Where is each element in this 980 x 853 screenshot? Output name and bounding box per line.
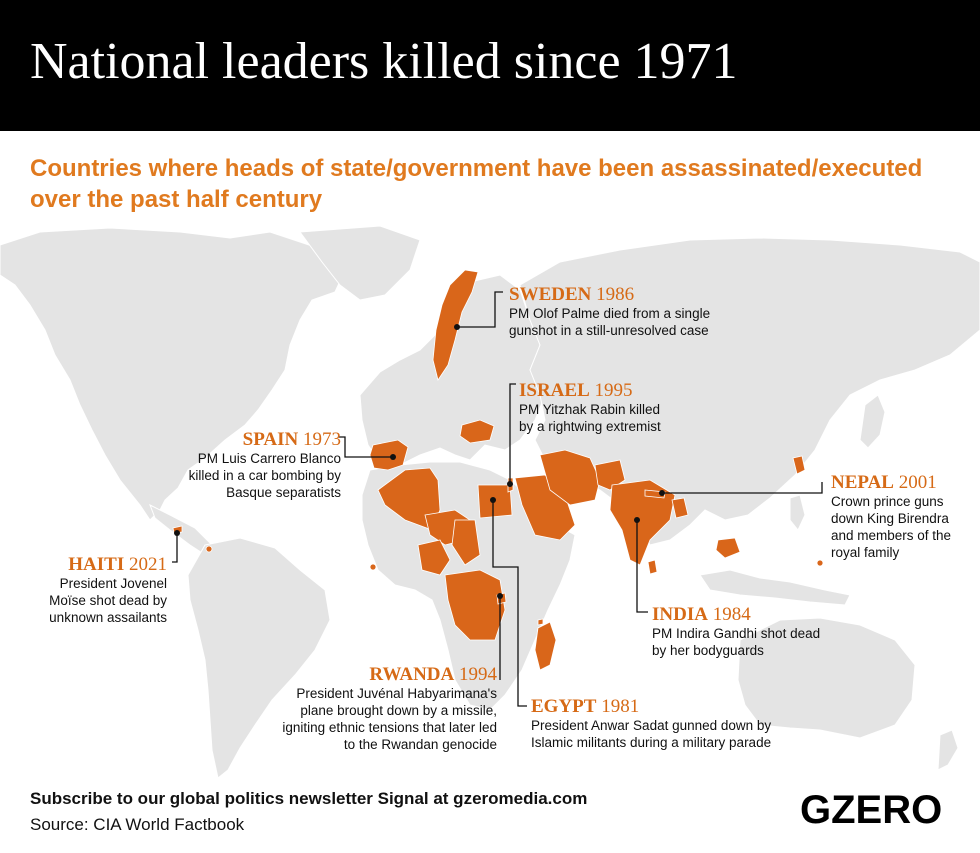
highlighted-countries	[172, 269, 824, 671]
egypt-country: EGYPT	[531, 696, 597, 717]
annotation-haiti: HAITI 2021 President Jovenel Moïse shot …	[49, 555, 167, 626]
drc-shape	[444, 569, 506, 641]
asia-land	[519, 237, 980, 546]
header-bar: National leaders killed since 1971	[0, 0, 980, 131]
israel-line-2: by a rightwing extremist	[519, 419, 661, 434]
nigeria-shape	[417, 539, 451, 576]
israel-leader	[509, 383, 516, 484]
romania-shape	[459, 419, 495, 444]
comoros-shape	[537, 618, 544, 626]
bangladesh-shape	[671, 497, 689, 519]
sweden-line-2: gunshot in a still-unresolved case	[509, 323, 709, 338]
liberia-dot	[369, 563, 377, 571]
india-year: 1984	[712, 604, 751, 625]
spain-leader	[338, 436, 393, 458]
spain-line-2: killed in a car bombing by	[188, 468, 341, 483]
egypt-line-1: President Anwar Sadat gunned down by	[531, 718, 772, 733]
nepal-line-1: Crown prince guns	[831, 494, 944, 509]
sweden-leader	[457, 291, 503, 328]
spain-shape	[369, 439, 409, 471]
newsletter-link[interactable]: Subscribe to our global politics newslet…	[30, 789, 588, 808]
sri-lanka-shape	[647, 559, 658, 575]
japan-land	[859, 394, 886, 449]
new-zealand-land	[937, 729, 959, 771]
rwanda-line-3: igniting ethnic tensions that later led	[282, 720, 497, 735]
annotation-sweden: SWEDEN 1986 PM Olof Palme died from a si…	[509, 285, 710, 339]
south-america-land	[187, 537, 331, 779]
pacific-island-dot	[816, 559, 824, 567]
south-korea-shape	[792, 455, 806, 475]
rwanda-line-4: to the Rwandan genocide	[343, 737, 497, 752]
spain-country: SPAIN	[242, 429, 299, 450]
annotation-spain: SPAIN 1973 PM Luis Carrero Blanco killed…	[189, 430, 341, 501]
spain-line-1: PM Luis Carrero Blanco	[197, 451, 341, 466]
page-title: National leaders killed since 1971	[30, 33, 738, 90]
haiti-line-1: President Jovenel	[59, 576, 167, 591]
rwanda-dot	[497, 593, 503, 599]
chad-shape	[451, 519, 481, 566]
israel-line-1: PM Yitzhak Rabin killed	[519, 402, 661, 417]
india-country: INDIA	[652, 604, 708, 625]
haiti-dot	[174, 530, 180, 536]
philippines-land	[789, 494, 806, 531]
egypt-leader	[492, 500, 527, 707]
india-shape	[609, 479, 676, 566]
israel-country: ISRAEL	[519, 380, 590, 401]
iran-shape	[539, 449, 601, 506]
source-note: Source: CIA World Factbook	[30, 815, 245, 834]
india-line-1: PM Indira Gandhi shot dead	[652, 626, 821, 641]
annotation-egypt: EGYPT 1981 President Anwar Sadat gunned …	[531, 697, 771, 751]
annotation-india: INDIA 1984 PM Indira Gandhi shot dead by…	[652, 605, 820, 659]
spain-line-3: Basque separatists	[226, 485, 341, 500]
haiti-leader	[172, 533, 178, 563]
nepal-country: NEPAL	[831, 472, 894, 493]
egypt-year: 1981	[601, 696, 640, 717]
nepal-line-3: and members of the	[831, 528, 952, 543]
gzero-logo: GZERO	[800, 788, 943, 832]
north-america-land	[0, 227, 346, 521]
haiti-country: HAITI	[68, 554, 125, 575]
annotation-israel: ISRAEL 1995 PM Yitzhak Rabin killed by a…	[519, 381, 661, 435]
grenada-dot	[205, 545, 213, 553]
rwanda-year: 1994	[459, 664, 497, 685]
sweden-dot	[454, 324, 460, 330]
spain-dot	[390, 454, 396, 460]
nepal-dot	[659, 490, 665, 496]
israel-dot	[507, 481, 513, 487]
sweden-line-1: PM Olof Palme died from a single	[509, 306, 711, 321]
annotation-rwanda: RWANDA 1994 President Juvénal Habyariman…	[282, 665, 497, 753]
rwanda-line-2: plane brought down by a missile,	[300, 703, 497, 718]
algeria-shape	[377, 467, 441, 531]
nepal-line-2: down King Birendra	[831, 511, 949, 526]
israel-year: 1995	[594, 380, 633, 401]
nepal-year: 2001	[898, 472, 937, 493]
india-dot	[634, 517, 640, 523]
page-subtitle: Countries where heads of state/governmen…	[30, 155, 923, 213]
nepal-line-4: royal family	[831, 545, 900, 560]
sweden-country: SWEDEN	[509, 284, 592, 305]
annotation-nepal: NEPAL 2001 Crown prince guns down King B…	[831, 473, 951, 561]
egypt-dot	[490, 497, 496, 503]
vietnam-cambodia-shape	[715, 537, 741, 559]
greenland-land	[299, 225, 421, 301]
haiti-year: 2021	[129, 554, 167, 575]
indonesia-land	[699, 569, 851, 606]
haiti-line-3: unknown assailants	[49, 610, 167, 625]
leader-lines	[172, 291, 823, 707]
world-map	[0, 225, 980, 779]
india-leader	[636, 520, 648, 613]
haiti-line-2: Moïse shot dead by	[49, 593, 167, 608]
india-line-2: by her bodyguards	[652, 643, 764, 658]
madagascar-shape	[534, 621, 557, 671]
rwanda-country: RWANDA	[369, 664, 455, 685]
nepal-leader	[662, 482, 823, 494]
spain-year: 1973	[303, 429, 341, 450]
australia-land	[737, 617, 916, 739]
rwanda-line-1: President Juvénal Habyarimana's	[296, 686, 497, 701]
leader-dots	[174, 324, 665, 599]
egypt-line-2: Islamic militants during a military para…	[531, 735, 772, 750]
sweden-year: 1986	[596, 284, 635, 305]
